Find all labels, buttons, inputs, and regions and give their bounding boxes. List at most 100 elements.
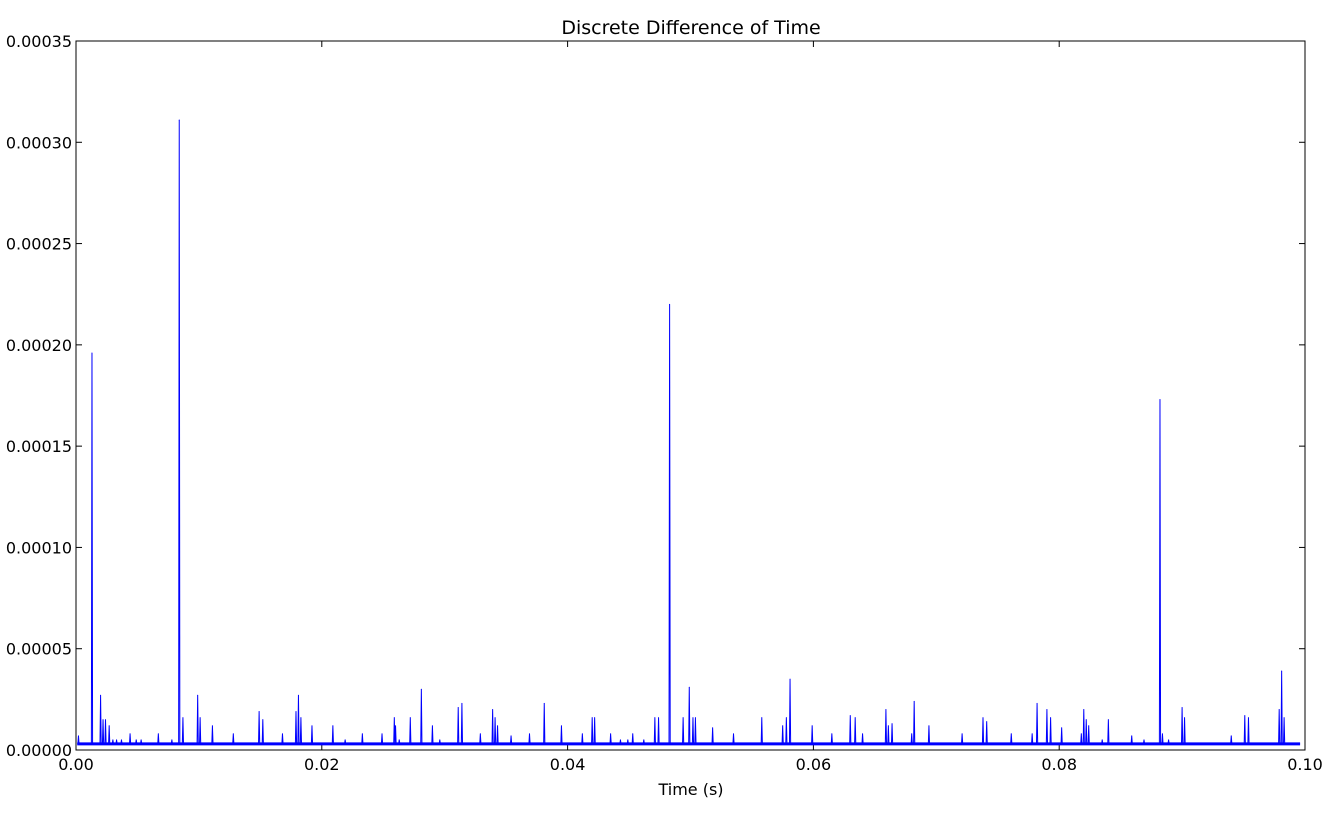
data-point [135,739,137,741]
data-point [91,352,93,354]
data-point [398,739,400,741]
data-point [232,733,234,735]
data-point [332,725,334,727]
data-point [785,717,787,719]
data-point [344,739,346,741]
data-point [1161,733,1163,735]
data-point [1083,708,1085,710]
data-point [1230,735,1232,737]
data-point [887,725,889,727]
x-axis-label: Time (s) [657,780,723,799]
data-point [1031,733,1033,735]
data-point [171,739,173,741]
data-point [682,717,684,719]
data-point [831,733,833,735]
data-point [594,717,596,719]
data-point [1168,739,1170,741]
x-tick-label: 0.00 [58,755,94,774]
data-point [492,708,494,710]
data-point [1159,399,1161,401]
data-point [1010,733,1012,735]
data-point [1247,717,1249,719]
data-point [862,733,864,735]
data-point [643,739,645,741]
data-point [913,700,915,702]
data-point [199,717,201,719]
data-point [361,733,363,735]
y-tick-label: 0.00010 [6,538,72,557]
data-point [140,739,142,741]
data-point [420,688,422,690]
data-point [300,717,302,719]
data-point [1088,725,1090,727]
x-tick-label: 0.10 [1287,755,1323,774]
data-point [1050,717,1052,719]
data-point [1080,733,1082,735]
plot-area [77,119,1301,746]
data-point [733,733,735,735]
data-point [461,702,463,704]
data-point [1061,727,1063,729]
data-point [761,717,763,719]
data-point [1036,702,1038,704]
data-point [178,119,180,121]
x-tick-label: 0.02 [304,755,340,774]
data-point [1278,708,1280,710]
data-point [658,717,660,719]
data-point [854,717,856,719]
data-point [395,725,397,727]
data-point [654,717,656,719]
data-point [560,725,562,727]
data-point [692,717,694,719]
data-point [1281,670,1283,672]
data-point [529,733,531,735]
y-tick-label: 0.00020 [6,336,72,355]
data-point [479,733,481,735]
data-point [431,725,433,727]
data-point [129,733,131,735]
data-point [182,717,184,719]
data-point [112,739,114,741]
y-tick-label: 0.00030 [6,133,72,152]
data-point [211,725,213,727]
data-point [497,725,499,727]
data-point [591,717,593,719]
data-point [688,686,690,688]
data-point [281,733,283,735]
x-tick-label: 0.08 [1041,755,1077,774]
data-point [1283,717,1285,719]
data-point [849,715,851,717]
x-tick-label: 0.06 [796,755,832,774]
series-line [77,119,1301,745]
data-point [494,717,496,719]
x-tick-label: 0.04 [550,755,586,774]
data-point [1046,708,1048,710]
data-point [1107,719,1109,721]
data-point [510,735,512,737]
data-point [393,717,395,719]
data-point [258,711,260,713]
y-tick-label: 0.00015 [6,437,72,456]
data-point [610,733,612,735]
data-point [928,725,930,727]
data-point [961,733,963,735]
y-tick-label: 0.00000 [6,741,72,760]
data-point [782,725,784,727]
data-point [911,733,913,735]
data-point [108,725,110,727]
data-point [116,739,118,741]
data-point [1131,735,1133,737]
y-tick-label: 0.00025 [6,235,72,254]
y-tick-label: 0.00005 [6,640,72,659]
data-point [1101,739,1103,741]
data-point [102,719,104,721]
data-point [1143,739,1145,741]
data-point [439,739,441,741]
data-point [885,708,887,710]
data-point [295,711,297,713]
y-tick-label: 0.00035 [6,32,72,51]
data-point [1184,717,1186,719]
data-point [891,723,893,725]
data-point [694,717,696,719]
